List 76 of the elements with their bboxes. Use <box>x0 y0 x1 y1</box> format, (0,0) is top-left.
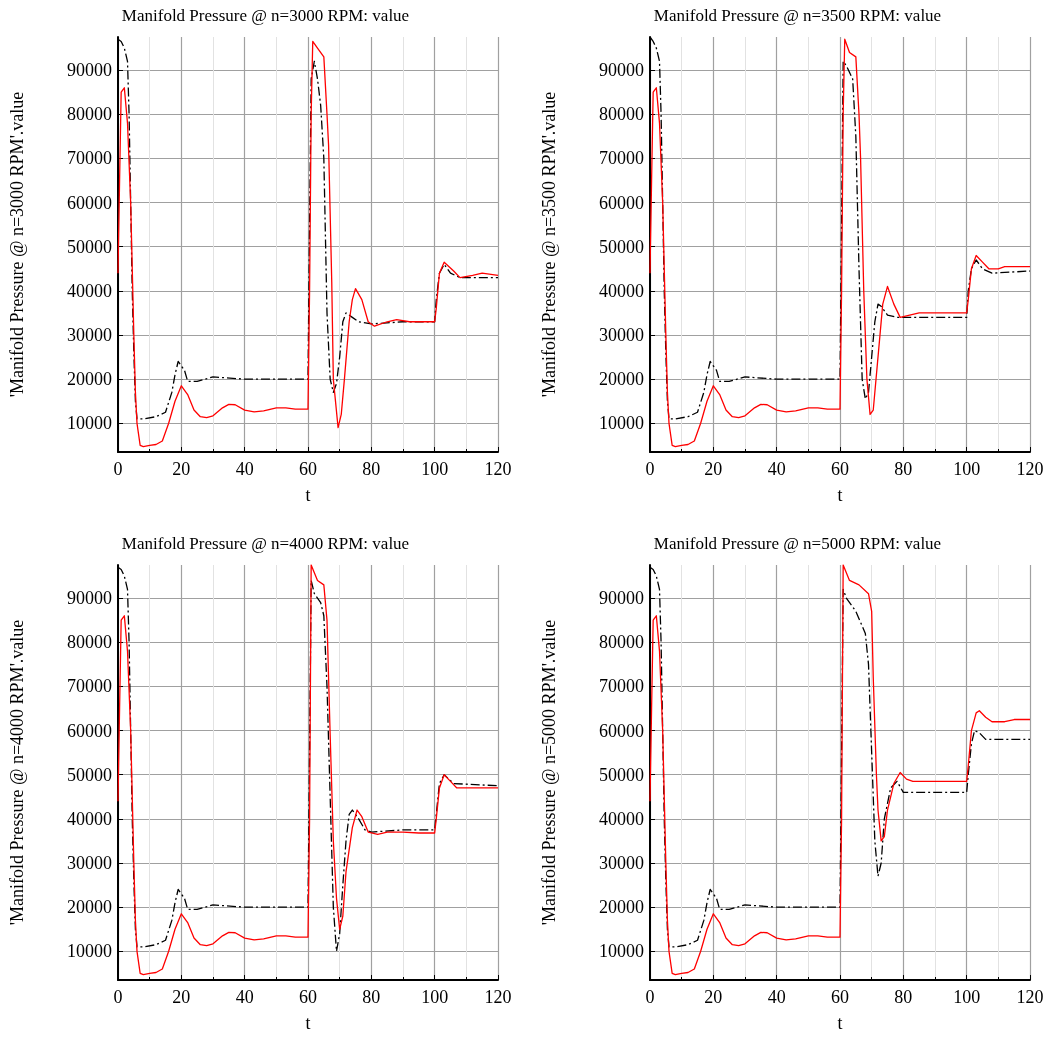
chart-title: Manifold Pressure @ n=3500 RPM: value <box>653 6 942 25</box>
y-tick-label: 90000 <box>599 60 644 81</box>
x-tick-label: 80 <box>894 987 913 1007</box>
y-tick-label: 90000 <box>67 588 112 609</box>
y-tick-label: 40000 <box>599 280 644 301</box>
x-tick-label: 120 <box>1016 459 1044 479</box>
y-tick-label: 20000 <box>67 369 112 390</box>
x-tick-label: 60 <box>299 459 317 479</box>
x-axis-title: t <box>837 485 843 505</box>
chart-title: Manifold Pressure @ n=5000 RPM: value <box>653 534 942 553</box>
chart-title: Manifold Pressure @ n=4000 RPM: value <box>121 534 410 553</box>
x-axis-title: t <box>305 1013 311 1033</box>
x-tick-label: 120 <box>1016 987 1044 1007</box>
x-tick-label: 80 <box>894 459 913 479</box>
x-axis-title: t <box>837 1013 843 1033</box>
y-tick-label: 90000 <box>599 588 644 609</box>
chart-title: Manifold Pressure @ n=3000 RPM: value <box>121 6 410 25</box>
y-tick-label: 20000 <box>599 369 644 390</box>
y-tick-label: 70000 <box>67 676 112 697</box>
x-tick-label: 20 <box>172 459 191 479</box>
y-tick-label: 70000 <box>67 148 112 169</box>
y-axis-title: 'Manifold Pressure @ n=3500 RPM'.value <box>539 91 559 398</box>
y-tick-label: 10000 <box>599 413 644 434</box>
x-tick-label: 80 <box>362 459 381 479</box>
y-tick-label: 70000 <box>599 148 644 169</box>
y-tick-label: 80000 <box>67 632 112 653</box>
y-tick-label: 20000 <box>599 897 644 918</box>
x-tick-label: 0 <box>113 987 123 1007</box>
x-tick-label: 120 <box>484 987 512 1007</box>
x-tick-label: 60 <box>831 459 849 479</box>
x-tick-label: 0 <box>113 459 123 479</box>
y-tick-label: 70000 <box>599 676 644 697</box>
y-tick-label: 60000 <box>67 720 112 741</box>
y-tick-label: 50000 <box>599 236 644 257</box>
y-tick-label: 30000 <box>599 853 644 874</box>
x-tick-label: 60 <box>831 987 849 1007</box>
x-tick-label: 40 <box>235 459 254 479</box>
x-tick-label: 0 <box>645 987 655 1007</box>
y-tick-label: 50000 <box>67 236 112 257</box>
y-tick-label: 30000 <box>599 325 644 346</box>
y-tick-label: 60000 <box>599 192 644 213</box>
x-tick-label: 80 <box>362 987 381 1007</box>
x-tick-label: 100 <box>421 459 449 479</box>
x-axis-title: t <box>305 485 311 505</box>
y-tick-label: 90000 <box>67 60 112 81</box>
x-tick-label: 100 <box>953 459 981 479</box>
x-tick-label: 60 <box>299 987 317 1007</box>
y-tick-label: 50000 <box>599 764 644 785</box>
y-tick-label: 40000 <box>67 808 112 829</box>
y-axis-title: 'Manifold Pressure @ n=4000 RPM'.value <box>7 619 27 926</box>
y-tick-label: 10000 <box>67 413 112 434</box>
y-tick-label: 30000 <box>67 325 112 346</box>
x-tick-label: 20 <box>704 987 723 1007</box>
y-tick-label: 20000 <box>67 897 112 918</box>
y-tick-label: 80000 <box>599 632 644 653</box>
x-tick-label: 20 <box>704 459 723 479</box>
y-tick-label: 60000 <box>599 720 644 741</box>
y-tick-label: 60000 <box>67 192 112 213</box>
y-tick-label: 80000 <box>67 104 112 125</box>
x-tick-label: 100 <box>953 987 981 1007</box>
x-tick-label: 0 <box>645 459 655 479</box>
x-tick-label: 20 <box>172 987 191 1007</box>
y-tick-label: 10000 <box>67 941 112 962</box>
y-tick-label: 40000 <box>67 280 112 301</box>
y-axis-title: 'Manifold Pressure @ n=3000 RPM'.value <box>7 91 27 398</box>
y-axis-title: 'Manifold Pressure @ n=5000 RPM'.value <box>539 619 559 926</box>
x-tick-label: 120 <box>484 459 512 479</box>
x-tick-label: 40 <box>767 987 786 1007</box>
x-tick-label: 40 <box>767 459 786 479</box>
y-tick-label: 40000 <box>599 808 644 829</box>
y-tick-label: 50000 <box>67 764 112 785</box>
y-tick-label: 80000 <box>599 104 644 125</box>
y-tick-label: 30000 <box>67 853 112 874</box>
x-tick-label: 100 <box>421 987 449 1007</box>
y-tick-label: 10000 <box>599 941 644 962</box>
x-tick-label: 40 <box>235 987 254 1007</box>
